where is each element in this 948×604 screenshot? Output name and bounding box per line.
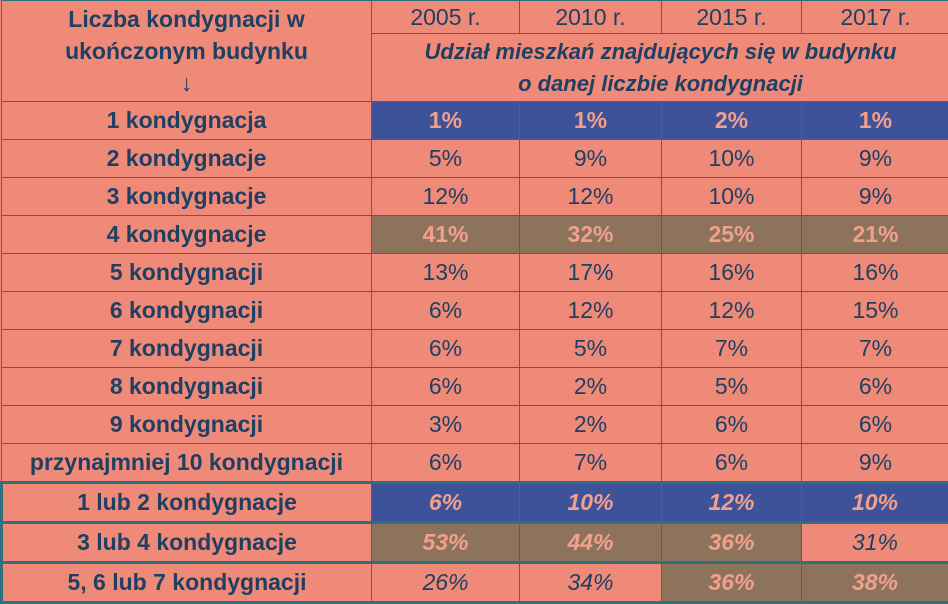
table-cell: 34% bbox=[520, 563, 662, 603]
table-cell: 53% bbox=[372, 523, 520, 563]
table-cell: 10% bbox=[520, 483, 662, 523]
table-row: 7 kondygnacji 6% 5% 7% 7% bbox=[2, 330, 948, 368]
table-cell: 12% bbox=[520, 292, 662, 330]
table-cell: 1% bbox=[802, 102, 948, 140]
table-cell: 9% bbox=[802, 140, 948, 178]
row-label: 2 kondygnacje bbox=[2, 140, 372, 178]
year-header-2015: 2015 r. bbox=[662, 1, 802, 34]
subtitle-line2: o danej liczbie kondygnacji bbox=[518, 71, 803, 96]
table-cell: 6% bbox=[372, 292, 520, 330]
storeys-header-line2: ukończonym budynku bbox=[65, 38, 308, 64]
table-cell: 12% bbox=[372, 178, 520, 216]
row-label: 8 kondygnacji bbox=[2, 368, 372, 406]
table-cell: 9% bbox=[802, 444, 948, 483]
table-row: 1 lub 2 kondygnacje 6% 10% 12% 10% bbox=[2, 483, 948, 523]
row-label: 5 kondygnacji bbox=[2, 254, 372, 292]
year-header-2005: 2005 r. bbox=[372, 1, 520, 34]
row-label: 1 lub 2 kondygnacje bbox=[2, 483, 372, 523]
table-row: 2 kondygnacje 5% 9% 10% 9% bbox=[2, 140, 948, 178]
table-cell: 31% bbox=[802, 523, 948, 563]
table-cell: 6% bbox=[802, 368, 948, 406]
row-label: 4 kondygnacje bbox=[2, 216, 372, 254]
table-cell: 32% bbox=[520, 216, 662, 254]
table-cell: 12% bbox=[520, 178, 662, 216]
table-cell: 36% bbox=[662, 563, 802, 603]
table-row: 8 kondygnacji 6% 2% 5% 6% bbox=[2, 368, 948, 406]
table-cell: 13% bbox=[372, 254, 520, 292]
table-row: 9 kondygnacji 3% 2% 6% 6% bbox=[2, 406, 948, 444]
table-row: 4 kondygnacje 41% 32% 25% 21% bbox=[2, 216, 948, 254]
table-cell: 1% bbox=[372, 102, 520, 140]
table-cell: 6% bbox=[372, 444, 520, 483]
table-cell: 5% bbox=[662, 368, 802, 406]
row-label: 5, 6 lub 7 kondygnacji bbox=[2, 563, 372, 603]
year-header-2010: 2010 r. bbox=[520, 1, 662, 34]
table-cell: 10% bbox=[662, 178, 802, 216]
table-row: 3 lub 4 kondygnacje 53% 44% 36% 31% bbox=[2, 523, 948, 563]
storeys-column-header: Liczba kondygnacji w ukończonym budynku … bbox=[2, 1, 372, 102]
row-label: 6 kondygnacji bbox=[2, 292, 372, 330]
row-label: przynajmniej 10 kondygnacji bbox=[2, 444, 372, 483]
table-cell: 7% bbox=[802, 330, 948, 368]
table-cell: 38% bbox=[802, 563, 948, 603]
row-label: 1 kondygnacja bbox=[2, 102, 372, 140]
table-cell: 3% bbox=[372, 406, 520, 444]
table-cell: 7% bbox=[662, 330, 802, 368]
table-cell: 17% bbox=[520, 254, 662, 292]
row-label: 3 lub 4 kondygnacje bbox=[2, 523, 372, 563]
arrow-down-icon: ↓ bbox=[2, 67, 371, 99]
table-cell: 5% bbox=[372, 140, 520, 178]
table-cell: 9% bbox=[520, 140, 662, 178]
table-cell: 41% bbox=[372, 216, 520, 254]
table-cell: 15% bbox=[802, 292, 948, 330]
table-cell: 9% bbox=[802, 178, 948, 216]
table-cell: 2% bbox=[520, 368, 662, 406]
subtitle-line1: Udział mieszkań znajdujących się w budyn… bbox=[425, 39, 897, 64]
table-row: 5, 6 lub 7 kondygnacji 26% 34% 36% 38% bbox=[2, 563, 948, 603]
table-cell: 7% bbox=[520, 444, 662, 483]
table-cell: 36% bbox=[662, 523, 802, 563]
table-cell: 16% bbox=[662, 254, 802, 292]
row-label: 9 kondygnacji bbox=[2, 406, 372, 444]
table-cell: 6% bbox=[372, 368, 520, 406]
row-label: 3 kondygnacje bbox=[2, 178, 372, 216]
table-cell: 10% bbox=[802, 483, 948, 523]
table-cell: 6% bbox=[372, 330, 520, 368]
table-row: 3 kondygnacje 12% 12% 10% 9% bbox=[2, 178, 948, 216]
table-cell: 6% bbox=[802, 406, 948, 444]
table-row: przynajmniej 10 kondygnacji 6% 7% 6% 9% bbox=[2, 444, 948, 483]
table-row: 1 kondygnacja 1% 1% 2% 1% bbox=[2, 102, 948, 140]
row-label: 7 kondygnacji bbox=[2, 330, 372, 368]
table-cell: 21% bbox=[802, 216, 948, 254]
header-row: Liczba kondygnacji w ukończonym budynku … bbox=[2, 1, 948, 34]
table-cell: 16% bbox=[802, 254, 948, 292]
table-cell: 6% bbox=[662, 406, 802, 444]
table-cell: 44% bbox=[520, 523, 662, 563]
table-cell: 6% bbox=[662, 444, 802, 483]
table-cell: 5% bbox=[520, 330, 662, 368]
table-cell: 12% bbox=[662, 483, 802, 523]
table-cell: 26% bbox=[372, 563, 520, 603]
table-row: 5 kondygnacji 13% 17% 16% 16% bbox=[2, 254, 948, 292]
table-cell: 12% bbox=[662, 292, 802, 330]
year-header-2017: 2017 r. bbox=[802, 1, 948, 34]
table-cell: 10% bbox=[662, 140, 802, 178]
storeys-header-line1: Liczba kondygnacji w bbox=[68, 6, 304, 32]
table-cell: 1% bbox=[520, 102, 662, 140]
table-cell: 2% bbox=[520, 406, 662, 444]
table-cell: 25% bbox=[662, 216, 802, 254]
table-cell: 6% bbox=[372, 483, 520, 523]
table-row: 6 kondygnacji 6% 12% 12% 15% bbox=[2, 292, 948, 330]
table-cell: 2% bbox=[662, 102, 802, 140]
table-subtitle: Udział mieszkań znajdujących się w budyn… bbox=[372, 34, 948, 102]
